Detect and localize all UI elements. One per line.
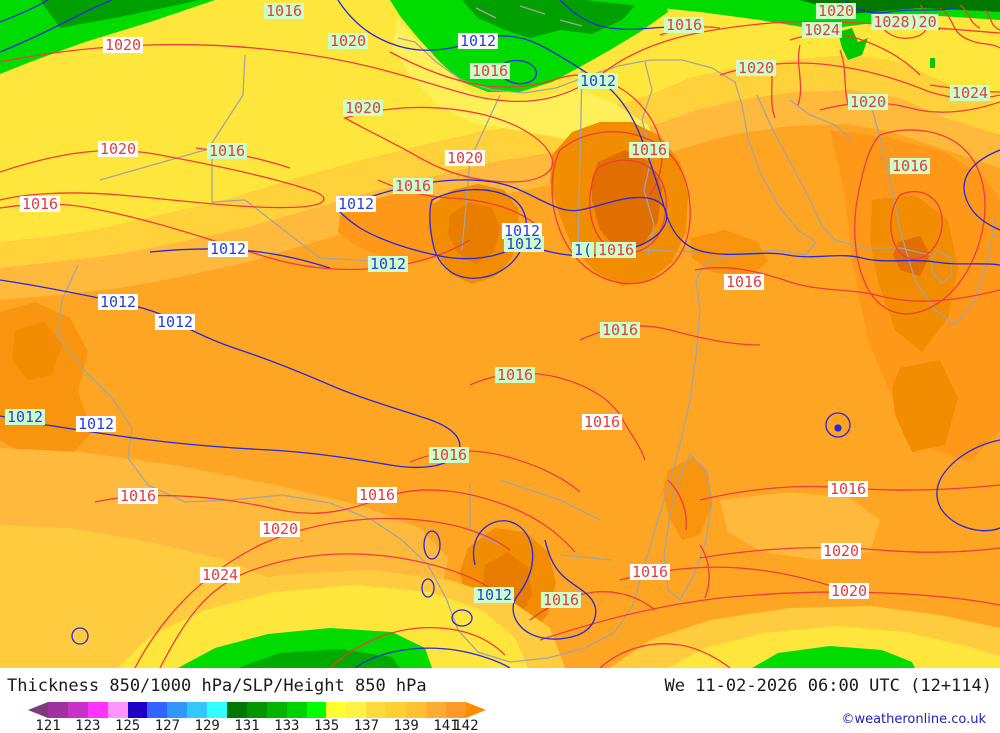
colorbar-segment: [286, 702, 307, 718]
colorbar-segments: [48, 702, 466, 718]
weather-map: [0, 0, 1000, 668]
colorbar-tick-label: 133: [274, 718, 300, 733]
colorbar-tick-label: 123: [75, 718, 101, 733]
colorbar-segment: [127, 702, 148, 718]
colorbar-segment: [207, 702, 228, 718]
colorbar-tick-label: 121: [35, 718, 61, 733]
red-isobar-layer: [0, 4, 1000, 668]
colorbar-segment: [386, 702, 407, 718]
thickness-colorbar: [28, 702, 486, 718]
colorbar-segment: [87, 702, 108, 718]
colorbar-tick-label: 141: [433, 718, 459, 733]
colorbar-tick-label: 125: [114, 718, 141, 733]
colorbar-segment: [406, 702, 426, 718]
colorbar-tick-label: 137: [353, 718, 380, 733]
colorbar-tick-label: 139: [393, 718, 419, 733]
colorbar-segment: [266, 702, 287, 718]
colorbar-segment: [326, 702, 347, 718]
colorbar-segment: [67, 702, 88, 718]
colorbar-tick-labels: 121 123 125 127 129 131 133 135 137 139 141 142: [0, 718, 1000, 733]
chart-datetime: We 11-02-2026 06:00 UTC (12+114): [664, 676, 992, 696]
colorbar-segment: [346, 702, 367, 718]
chart-title: Thickness 850/1000 hPa/SLP/Height 850 hP…: [7, 676, 427, 696]
colorbar-segment: [425, 702, 446, 718]
blue-isobar-layer: [0, 0, 1000, 668]
colorbar-segment: [147, 702, 168, 718]
colorbar-segment: [227, 702, 247, 718]
colorbar-segment: [366, 702, 387, 718]
colorbar-segment: [107, 702, 128, 718]
colorbar-segment: [187, 702, 208, 718]
colorbar-tick-label: 127: [154, 718, 181, 733]
colorbar-tick-label: 142: [453, 718, 479, 733]
colorbar-tick-label: 129: [194, 718, 220, 733]
colorbar-segment: [445, 702, 466, 718]
colorbar-segment: [48, 702, 68, 718]
legend-bar: Thickness 850/1000 hPa/SLP/Height 850 hP…: [0, 668, 1000, 733]
credit-link[interactable]: ©weatheronline.co.uk: [841, 712, 986, 727]
colorbar-tick-label: 131: [234, 718, 260, 733]
colorbar-left-arrow-icon: [28, 702, 48, 718]
colorbar-segment: [246, 702, 267, 718]
colorbar-tick-label: 135: [313, 718, 340, 733]
colorbar-right-arrow-icon: [465, 702, 486, 718]
colorbar-segment: [306, 702, 327, 718]
colorbar-segment: [167, 702, 188, 718]
